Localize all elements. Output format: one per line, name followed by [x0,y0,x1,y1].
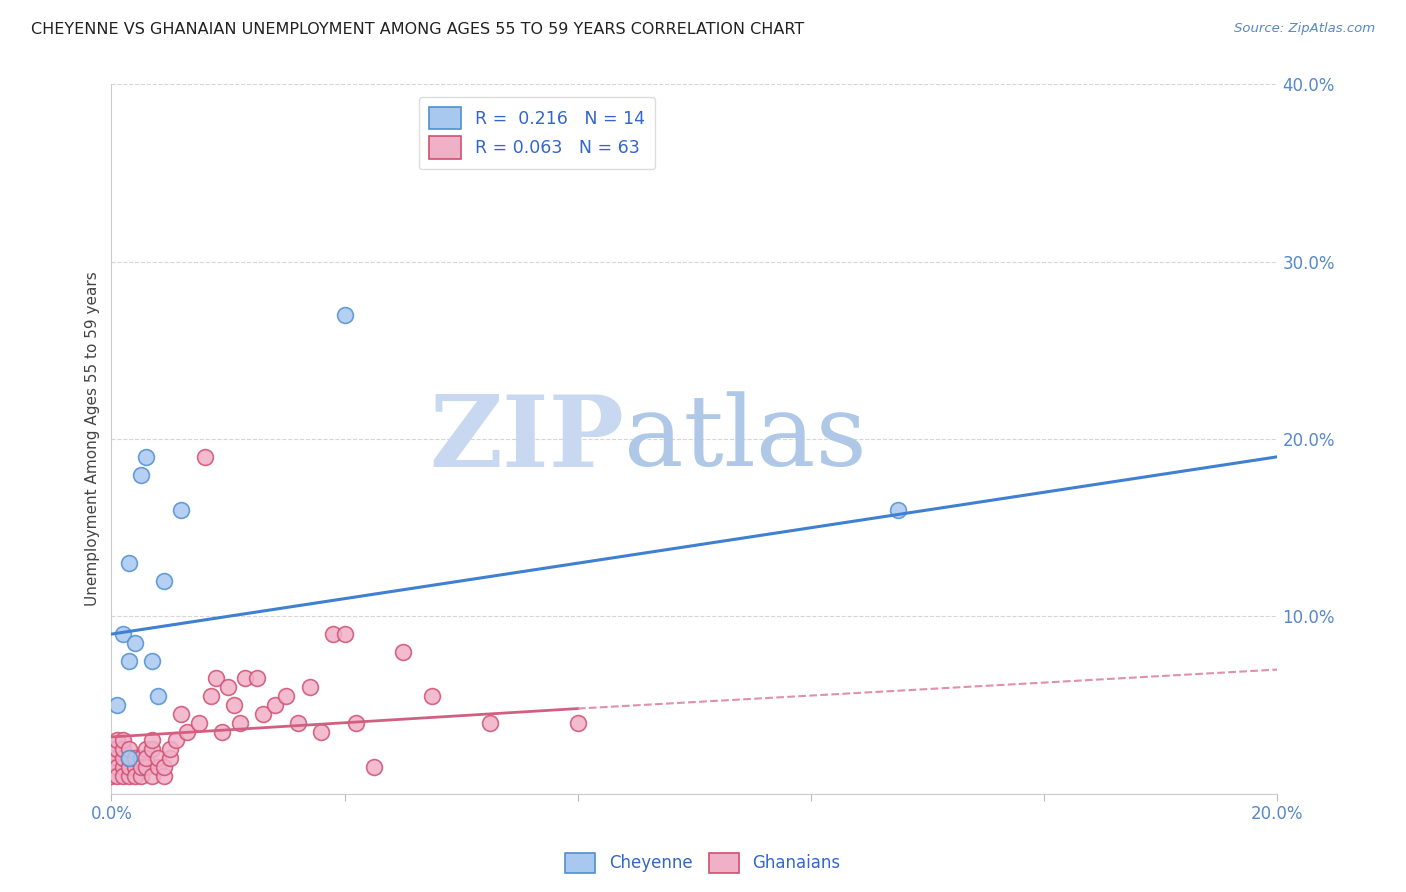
Point [112,742,135,756]
Point [100,769,122,783]
Point [105,751,128,765]
Point [263,698,285,712]
Point [118,556,141,570]
Point [222,698,245,712]
Point [333,627,356,641]
Point [112,627,135,641]
Point [105,698,128,712]
Point [100,742,122,756]
Point [420,689,443,703]
Text: Source: ZipAtlas.com: Source: ZipAtlas.com [1234,22,1375,36]
Point [118,742,141,756]
Point [298,681,321,695]
Point [100,760,122,774]
Point [146,751,169,765]
Text: ZIP: ZIP [430,391,624,488]
Point [141,654,163,668]
Point [235,672,257,686]
Point [135,450,157,464]
Point [344,715,367,730]
Legend: Cheyenne, Ghanaians: Cheyenne, Ghanaians [558,847,848,880]
Point [129,467,152,482]
Point [200,689,222,703]
Point [165,733,187,747]
Point [112,769,135,783]
Point [141,769,163,783]
Point [363,760,385,774]
Point [205,672,228,686]
Point [146,760,169,774]
Point [118,654,141,668]
Point [100,751,122,765]
Point [252,706,274,721]
Text: CHEYENNE VS GHANAIAN UNEMPLOYMENT AMONG AGES 55 TO 59 YEARS CORRELATION CHART: CHEYENNE VS GHANAIAN UNEMPLOYMENT AMONG … [31,22,804,37]
Point [124,760,146,774]
Point [211,724,233,739]
Point [479,715,502,730]
Point [187,715,209,730]
Point [276,689,298,703]
Point [159,751,181,765]
Legend: R =  0.216   N = 14, R = 0.063   N = 63: R = 0.216 N = 14, R = 0.063 N = 63 [419,96,655,169]
Point [105,760,128,774]
Point [105,742,128,756]
Point [141,733,163,747]
Point [322,627,344,641]
Point [112,733,135,747]
Point [228,715,250,730]
Point [176,724,198,739]
Point [112,760,135,774]
Point [159,742,181,756]
Point [118,769,141,783]
Point [392,645,415,659]
Point [129,760,152,774]
Point [170,706,193,721]
Point [567,715,589,730]
Point [246,672,269,686]
Point [153,574,176,588]
Point [287,715,309,730]
Point [170,503,193,517]
Point [153,769,176,783]
Point [118,760,141,774]
Point [129,769,152,783]
Point [333,308,356,322]
Y-axis label: Unemployment Among Ages 55 to 59 years: Unemployment Among Ages 55 to 59 years [86,272,100,607]
Point [124,751,146,765]
Point [118,751,141,765]
Point [153,760,176,774]
Point [146,689,169,703]
Point [124,636,146,650]
Point [105,733,128,747]
Point [112,751,135,765]
Point [194,450,217,464]
Point [118,751,141,765]
Point [135,742,157,756]
Point [887,503,910,517]
Point [105,769,128,783]
Point [135,760,157,774]
Text: atlas: atlas [624,392,868,487]
Point [217,681,239,695]
Point [124,769,146,783]
Point [129,751,152,765]
Point [141,742,163,756]
Point [135,751,157,765]
Point [311,724,333,739]
